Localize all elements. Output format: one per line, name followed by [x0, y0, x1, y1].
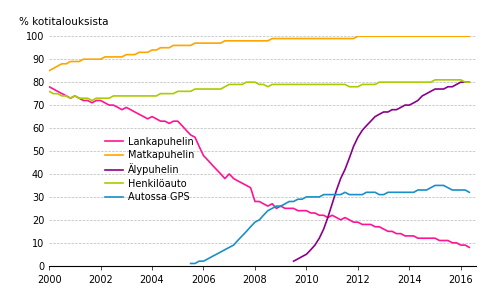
- Line: Lankapuhelin: Lankapuhelin: [49, 87, 469, 247]
- Lankapuhelin: [466, 246, 472, 249]
- Lankapuhelin: [175, 119, 181, 123]
- Autossa GPS: [256, 218, 262, 222]
- Henkilöauto: [261, 83, 267, 86]
- Älypuhelin: [394, 108, 400, 111]
- Matkapuhelin: [381, 34, 386, 38]
- Älypuhelin: [411, 101, 417, 104]
- Lankapuhelin: [376, 225, 382, 229]
- Henkilöauto: [273, 83, 279, 86]
- Henkilöauto: [466, 80, 472, 84]
- Matkapuhelin: [158, 46, 164, 50]
- Älypuhelin: [389, 108, 395, 111]
- Älypuhelin: [432, 87, 438, 91]
- Älypuhelin: [295, 257, 301, 261]
- Matkapuhelin: [46, 69, 52, 72]
- Älypuhelin: [359, 129, 365, 132]
- Älypuhelin: [299, 255, 305, 259]
- Lankapuhelin: [46, 85, 52, 88]
- Älypuhelin: [398, 106, 404, 109]
- Matkapuhelin: [269, 37, 275, 40]
- Älypuhelin: [308, 248, 314, 252]
- Älypuhelin: [347, 156, 353, 160]
- Älypuhelin: [372, 115, 378, 118]
- Autossa GPS: [209, 255, 215, 259]
- Autossa GPS: [432, 184, 438, 187]
- Älypuhelin: [466, 80, 472, 84]
- Henkilöauto: [381, 80, 386, 84]
- Älypuhelin: [449, 85, 455, 88]
- Matkapuhelin: [256, 39, 262, 43]
- Älypuhelin: [445, 85, 451, 88]
- Henkilöauto: [432, 78, 438, 82]
- Älypuhelin: [363, 124, 369, 127]
- Älypuhelin: [385, 110, 391, 114]
- Älypuhelin: [329, 202, 335, 206]
- Älypuhelin: [303, 252, 309, 256]
- Älypuhelin: [407, 103, 412, 107]
- Älypuhelin: [402, 103, 408, 107]
- Lankapuhelin: [256, 200, 262, 203]
- Älypuhelin: [376, 112, 382, 116]
- Henkilöauto: [89, 99, 95, 102]
- Älypuhelin: [321, 227, 327, 231]
- Matkapuhelin: [175, 43, 181, 47]
- Text: % kotitalouksista: % kotitalouksista: [19, 17, 109, 27]
- Älypuhelin: [381, 110, 386, 114]
- Henkilöauto: [46, 89, 52, 93]
- Line: Henkilöauto: Henkilöauto: [49, 80, 469, 101]
- Matkapuhelin: [466, 34, 472, 38]
- Autossa GPS: [449, 188, 455, 192]
- Älypuhelin: [368, 119, 374, 123]
- Legend: Lankapuhelin, Matkapuhelin, Älypuhelin, Henkilöauto, Autossa GPS: Lankapuhelin, Matkapuhelin, Älypuhelin, …: [105, 137, 194, 202]
- Line: Matkapuhelin: Matkapuhelin: [49, 36, 469, 71]
- Lankapuhelin: [269, 202, 275, 206]
- Älypuhelin: [291, 259, 297, 263]
- Älypuhelin: [424, 92, 430, 95]
- Älypuhelin: [312, 243, 318, 247]
- Älypuhelin: [316, 236, 322, 240]
- Matkapuhelin: [145, 50, 151, 54]
- Älypuhelin: [355, 135, 361, 139]
- Älypuhelin: [428, 89, 434, 93]
- Älypuhelin: [458, 80, 464, 84]
- Älypuhelin: [454, 83, 460, 86]
- Älypuhelin: [440, 87, 446, 91]
- Älypuhelin: [419, 94, 425, 98]
- Älypuhelin: [342, 168, 348, 171]
- Autossa GPS: [407, 191, 412, 194]
- Autossa GPS: [466, 191, 472, 194]
- Lankapuhelin: [158, 119, 164, 123]
- Line: Autossa GPS: Autossa GPS: [191, 185, 469, 263]
- Matkapuhelin: [355, 34, 361, 38]
- Autossa GPS: [188, 262, 193, 265]
- Älypuhelin: [462, 80, 468, 84]
- Älypuhelin: [325, 216, 331, 219]
- Henkilöauto: [162, 92, 168, 95]
- Älypuhelin: [351, 145, 356, 148]
- Henkilöauto: [149, 94, 155, 98]
- Line: Älypuhelin: Älypuhelin: [294, 82, 469, 261]
- Älypuhelin: [338, 177, 344, 180]
- Autossa GPS: [273, 204, 279, 208]
- Älypuhelin: [415, 99, 421, 102]
- Älypuhelin: [436, 87, 442, 91]
- Henkilöauto: [179, 89, 185, 93]
- Lankapuhelin: [145, 117, 151, 121]
- Älypuhelin: [333, 188, 339, 192]
- Autossa GPS: [308, 195, 314, 199]
